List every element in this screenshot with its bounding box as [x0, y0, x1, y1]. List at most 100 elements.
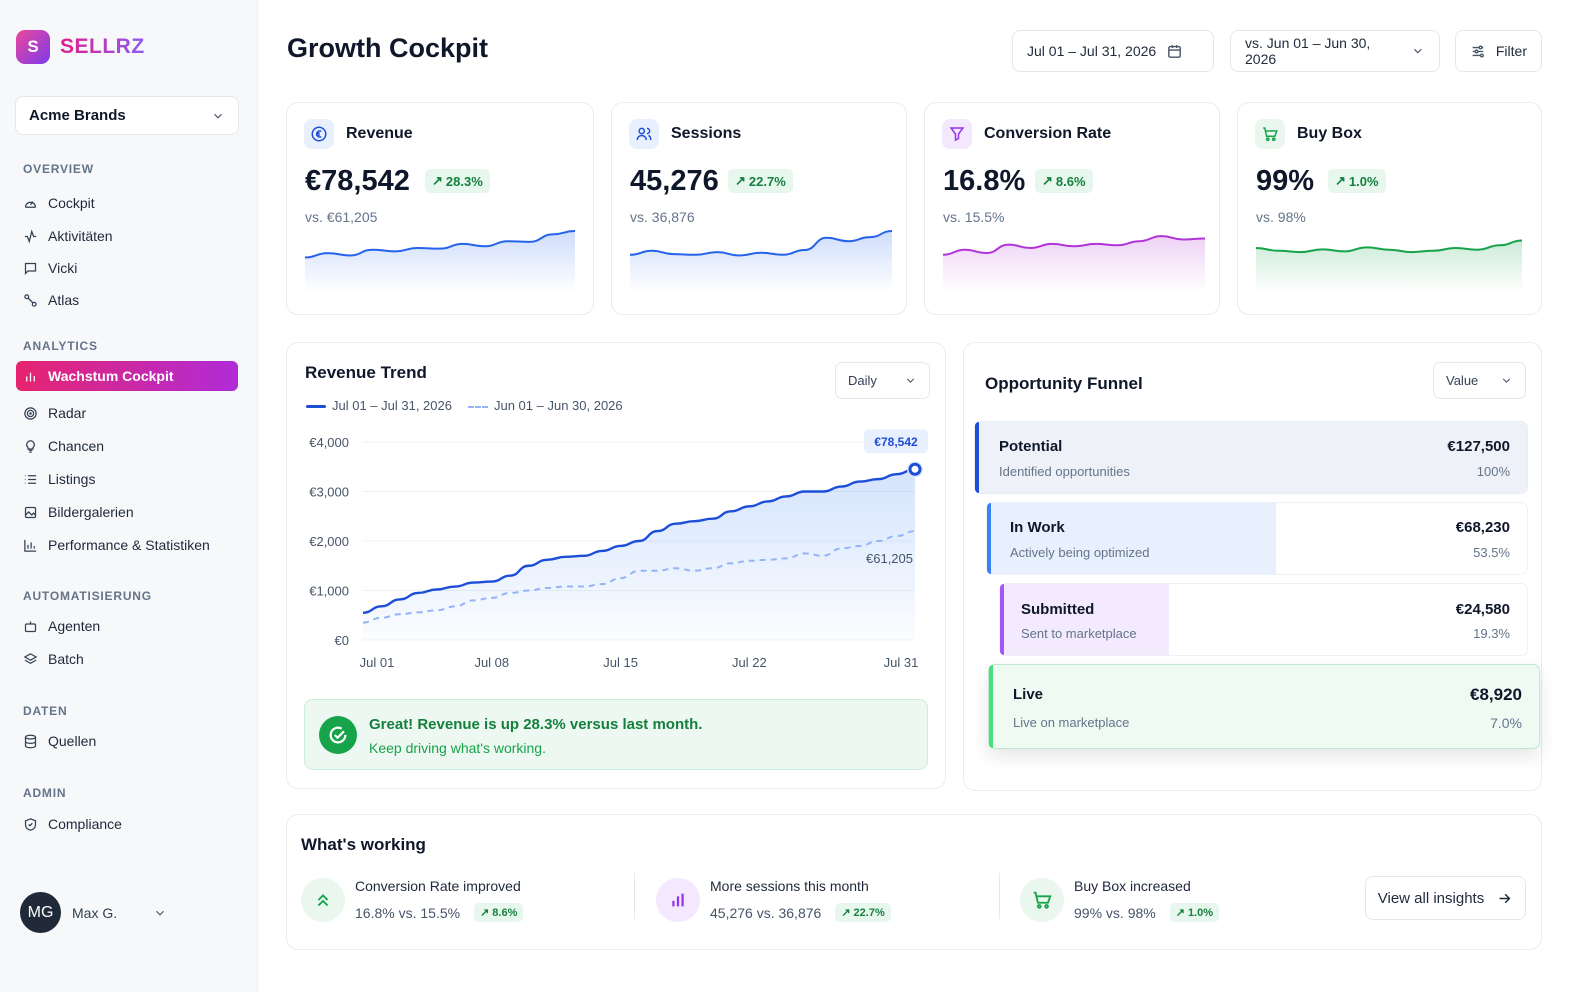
- kpi-card-buy-box[interactable]: Buy Box 99% ↗ 1.0% vs. 98%: [1237, 102, 1542, 315]
- series-area-current: [363, 469, 915, 640]
- nav-section-automatisierung: AUTOMATISIERUNG: [23, 589, 152, 603]
- kpi-change: 1.0%: [1348, 173, 1379, 189]
- sidebar-item-wachstum-cockpit[interactable]: Wachstum Cockpit: [16, 361, 238, 391]
- kpi-card-sessions[interactable]: Sessions 45,276 ↗ 22.7% vs. 36,876: [611, 102, 907, 315]
- kpi-title: Buy Box: [1297, 125, 1362, 142]
- funnel-metric-select[interactable]: Value: [1433, 362, 1526, 399]
- stage-percent: 19.3%: [1473, 626, 1510, 641]
- funnel-stage-submitted[interactable]: Submitted Sent to marketplace €24,580 19…: [999, 583, 1528, 656]
- sidebar-item-aktivitaeten[interactable]: Aktivitäten: [16, 221, 238, 251]
- y-tick-label: €0: [335, 633, 349, 648]
- y-tick-label: €3,000: [309, 485, 349, 500]
- sidebar-item-label: Bildergalerien: [48, 504, 134, 520]
- compare-range-label: vs. Jun 01 – Jun 30, 2026: [1245, 35, 1371, 67]
- sparkline-area: [305, 231, 575, 293]
- arrow-up-right-icon: ↗: [841, 907, 851, 919]
- sidebar-item-label: Quellen: [48, 733, 97, 749]
- sidebar-item-quellen[interactable]: Quellen: [16, 726, 238, 756]
- filter-button[interactable]: Filter: [1455, 30, 1542, 72]
- stats-icon: [24, 539, 37, 552]
- insight-item-badge: ↗ 22.7%: [835, 903, 891, 922]
- stage-name: Live: [1013, 686, 1044, 703]
- date-range-picker[interactable]: Jul 01 – Jul 31, 2026: [1012, 30, 1214, 72]
- kpi-title: Revenue: [346, 125, 413, 142]
- y-tick-label: €2,000: [309, 534, 349, 549]
- sidebar-item-performance-statistiken[interactable]: Performance & Statistiken: [16, 530, 238, 560]
- kpi-title: Sessions: [671, 125, 742, 142]
- sidebar-item-bildergalerien[interactable]: Bildergalerien: [16, 497, 238, 527]
- filter-label: Filter: [1495, 43, 1527, 59]
- avatar: MG: [20, 892, 61, 933]
- whats-working-card: What's working Conversion Rate improved …: [286, 814, 1542, 950]
- sidebar-item-chancen[interactable]: Chancen: [16, 431, 238, 461]
- app-logo[interactable]: S SELLRZ: [16, 30, 145, 64]
- kpi-sparkline: [943, 235, 1205, 293]
- granularity-select[interactable]: Daily: [835, 362, 930, 399]
- stage-description: Live on marketplace: [1013, 715, 1130, 730]
- x-tick-label: Jul 15: [603, 655, 638, 670]
- compare-range-select[interactable]: vs. Jun 01 – Jun 30, 2026: [1230, 30, 1440, 72]
- whats-working-title: What's working: [301, 835, 426, 854]
- chevron-down-icon: [1414, 48, 1422, 54]
- kpi-card-conversion-rate[interactable]: Conversion Rate 16.8% ↗ 8.6% vs. 15.5%: [924, 102, 1220, 315]
- funnel-stage-potential[interactable]: Potential Identified opportunities €127,…: [974, 421, 1528, 494]
- sidebar-item-atlas[interactable]: Atlas: [16, 285, 238, 315]
- insight-item-detail: 16.8% vs. 15.5%: [355, 904, 461, 921]
- arrow-up-right-icon: ↗: [1042, 173, 1053, 188]
- view-all-insights-button[interactable]: View all insights: [1365, 876, 1526, 920]
- chevron-down-icon: [1502, 378, 1511, 383]
- kpi-change-badge: ↗ 1.0%: [1328, 169, 1386, 193]
- kpi-card-revenue[interactable]: Revenue €78,542 ↗ 28.3% vs. €61,205: [286, 102, 594, 315]
- y-tick-label: €1,000: [309, 584, 349, 599]
- kpi-title: Conversion Rate: [984, 125, 1112, 142]
- sidebar-item-radar[interactable]: Radar: [16, 398, 238, 428]
- shield-icon: [24, 817, 37, 831]
- kpi-header: Sessions: [629, 119, 741, 149]
- stage-percent: 100%: [1476, 464, 1510, 479]
- activity-icon: [24, 228, 37, 244]
- brand-select[interactable]: Acme Brands: [15, 96, 239, 135]
- sidebar-item-cockpit[interactable]: Cockpit: [16, 188, 238, 218]
- x-tick-label: Jul 22: [732, 655, 767, 670]
- nav-section-analytics: ANALYTICS: [23, 339, 98, 353]
- funnel-stage-in-work[interactable]: In Work Actively being optimized €68,230…: [986, 502, 1528, 575]
- chevrons-up-icon: [301, 878, 345, 922]
- chat-icon: [24, 262, 37, 275]
- sidebar-item-vicki[interactable]: Vicki: [16, 253, 238, 283]
- sidebar-item-compliance[interactable]: Compliance: [16, 809, 238, 839]
- legend-item-previous[interactable]: Jun 01 – Jun 30, 2026: [467, 398, 623, 413]
- sidebar-item-label: Batch: [48, 651, 84, 667]
- current-value-callout: [864, 429, 928, 454]
- sidebar-item-listings[interactable]: Listings: [16, 464, 238, 494]
- funnel-accent-bar: [987, 503, 991, 574]
- stage-description: Identified opportunities: [999, 464, 1130, 479]
- sidebar-item-batch[interactable]: Batch: [16, 644, 238, 674]
- kpi-header: Revenue: [304, 119, 413, 149]
- user-menu[interactable]: MG Max G.: [20, 892, 167, 933]
- arrow-up-right-icon: ↗: [480, 907, 490, 919]
- funnel-fill: [975, 422, 1527, 493]
- sparkline-line: [1256, 239, 1522, 254]
- sidebar-item-agenten[interactable]: Agenten: [16, 611, 238, 641]
- stage-description: Actively being optimized: [1010, 545, 1150, 560]
- funnel-stage-live[interactable]: Live Live on marketplace €8,920 7.0%: [988, 664, 1540, 749]
- insight-item-change: 1.0%: [1187, 906, 1214, 919]
- opportunity-funnel-card: Opportunity Funnel Value Potential Ident…: [963, 342, 1542, 791]
- sidebar-item-label: Agenten: [48, 618, 101, 634]
- insight-item-title: More sessions this month: [710, 878, 869, 894]
- chart-legend: Jul 01 – Jul 31, 2026 Jun 01 – Jun 30, 2…: [306, 398, 623, 413]
- legend-label: Jun 01 – Jun 30, 2026: [493, 398, 623, 413]
- end-point-marker[interactable]: [908, 462, 922, 476]
- legend-item-current[interactable]: Jul 01 – Jul 31, 2026: [306, 398, 452, 413]
- funnel-accent-bar: [975, 422, 979, 493]
- chevron-down-icon: [156, 910, 164, 916]
- arrow-up-right-icon: ↗: [1175, 907, 1185, 919]
- granularity-value: Daily: [848, 373, 877, 388]
- insight-item-change: 22.7%: [853, 906, 885, 919]
- stage-value: €8,920: [1470, 685, 1522, 704]
- funnel-metric-value: Value: [1446, 373, 1479, 388]
- insight-subtitle: Keep driving what's working.: [369, 740, 546, 756]
- kpi-change-badge: ↗ 28.3%: [425, 169, 490, 193]
- sparkline-line: [630, 230, 892, 257]
- kpi-comparison: vs. €61,205: [305, 209, 378, 225]
